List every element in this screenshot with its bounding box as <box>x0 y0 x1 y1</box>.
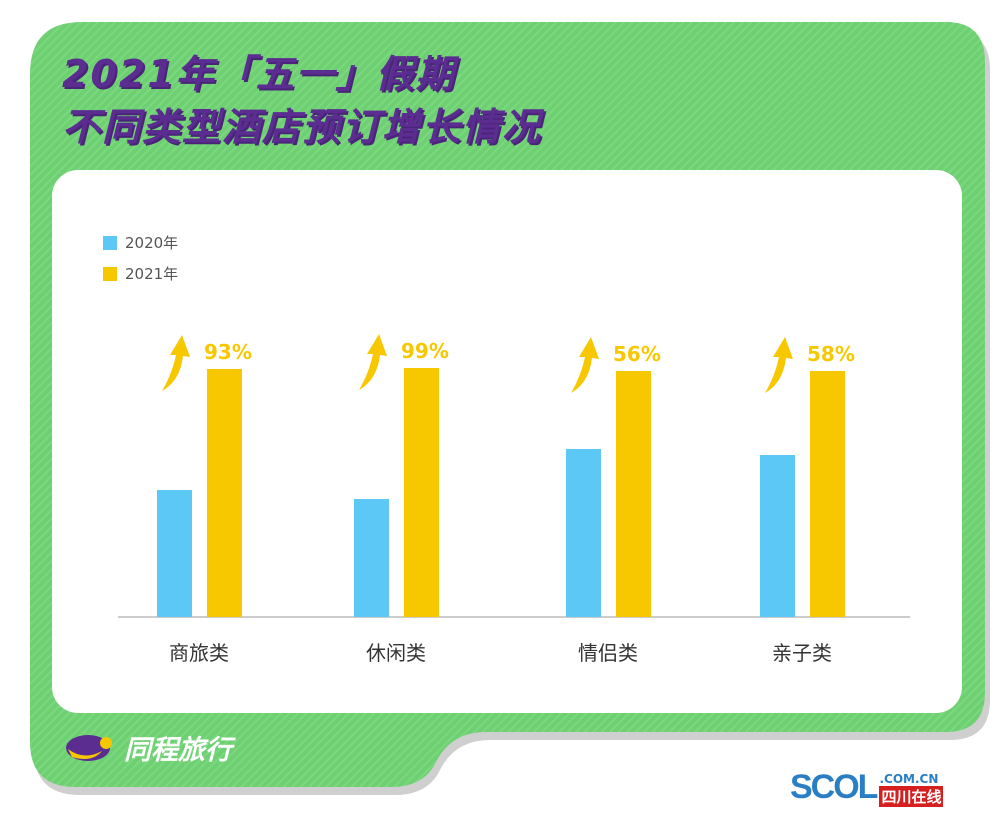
category-label: 休闲类 <box>366 641 426 665</box>
growth-label: 99% <box>401 339 449 363</box>
growth-label: 56% <box>613 342 661 366</box>
legend-2020: 2020年 <box>103 232 178 253</box>
brand-logo: 同程旅行 <box>62 728 232 767</box>
brand-name: 同程旅行 <box>124 735 232 766</box>
scol-watermark: SCOL .COM.CN 四川在线 <box>790 768 944 807</box>
bar-2020 <box>760 455 795 617</box>
growth-arrow-icon <box>162 335 190 391</box>
growth-arrow-icon <box>765 337 793 393</box>
legend-2021: 2021年 <box>103 263 178 284</box>
bar-2020 <box>354 499 389 617</box>
category-label: 亲子类 <box>772 641 832 665</box>
category-label: 商旅类 <box>169 641 229 665</box>
bar-2021 <box>616 371 651 617</box>
scol-domain: .COM.CN <box>879 772 939 786</box>
bar-2020 <box>566 449 601 617</box>
legend-label-2021: 2021年 <box>125 265 179 283</box>
growth-label: 93% <box>204 340 252 364</box>
brand-fish-icon <box>66 734 112 761</box>
bar-2021 <box>207 369 242 617</box>
legend-swatch-2020 <box>103 235 117 250</box>
title-line-2: 不同类型酒店预订增长情况 <box>62 105 543 149</box>
bar-2020 <box>157 490 192 617</box>
bar-2021 <box>404 368 439 617</box>
title-line-1: 2021年「五一」假期 <box>62 52 456 96</box>
growth-arrow-icon <box>359 334 387 390</box>
growth-arrow-icon <box>571 337 599 393</box>
legend-label-2020: 2020年 <box>125 234 179 252</box>
bar-2021 <box>810 371 845 617</box>
growth-label: 58% <box>807 342 855 366</box>
scol-logo: SCOL <box>790 768 878 806</box>
legend-swatch-2021 <box>103 266 117 281</box>
scol-name: 四川在线 <box>879 786 944 807</box>
category-label: 情侣类 <box>578 641 638 665</box>
